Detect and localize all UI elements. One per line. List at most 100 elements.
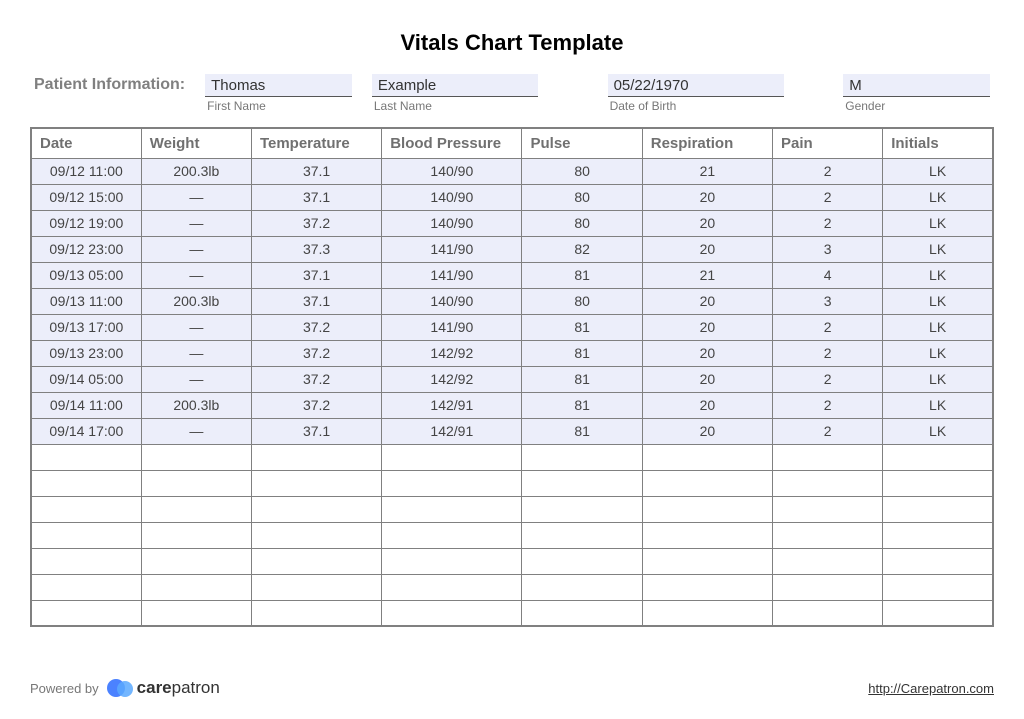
table-cell-empty[interactable]	[31, 548, 141, 574]
table-cell[interactable]: 37.1	[251, 262, 381, 288]
last-name-value[interactable]: Example	[372, 74, 538, 97]
table-cell-empty[interactable]	[141, 496, 251, 522]
table-cell[interactable]: 81	[522, 418, 642, 444]
table-cell[interactable]: 37.1	[251, 184, 381, 210]
table-cell-empty[interactable]	[141, 444, 251, 470]
table-cell-empty[interactable]	[251, 496, 381, 522]
table-cell[interactable]: 81	[522, 340, 642, 366]
table-cell[interactable]: 142/92	[382, 366, 522, 392]
table-cell-empty[interactable]	[773, 522, 883, 548]
table-cell[interactable]: 81	[522, 366, 642, 392]
table-cell[interactable]: 37.1	[251, 158, 381, 184]
table-cell[interactable]: 140/90	[382, 288, 522, 314]
table-cell[interactable]: 142/92	[382, 340, 522, 366]
table-cell[interactable]: —	[141, 340, 251, 366]
table-cell-empty[interactable]	[141, 470, 251, 496]
table-cell[interactable]: 20	[642, 210, 772, 236]
table-cell[interactable]: 200.3lb	[141, 392, 251, 418]
table-cell-empty[interactable]	[642, 600, 772, 626]
table-cell[interactable]: 2	[773, 158, 883, 184]
table-cell[interactable]: 20	[642, 418, 772, 444]
table-cell[interactable]: 09/12 19:00	[31, 210, 141, 236]
table-cell-empty[interactable]	[522, 496, 642, 522]
table-cell-empty[interactable]	[883, 600, 993, 626]
table-cell-empty[interactable]	[883, 444, 993, 470]
table-cell[interactable]: 140/90	[382, 210, 522, 236]
table-cell[interactable]: 2	[773, 366, 883, 392]
table-cell[interactable]: LK	[883, 288, 993, 314]
gender-value[interactable]: M	[843, 74, 990, 97]
table-cell-empty[interactable]	[773, 470, 883, 496]
table-cell[interactable]: 20	[642, 340, 772, 366]
table-cell[interactable]: 142/91	[382, 418, 522, 444]
table-cell-empty[interactable]	[642, 496, 772, 522]
table-cell-empty[interactable]	[642, 574, 772, 600]
first-name-value[interactable]: Thomas	[205, 74, 352, 97]
table-cell-empty[interactable]	[31, 470, 141, 496]
table-cell[interactable]: 37.1	[251, 288, 381, 314]
table-cell[interactable]: 80	[522, 210, 642, 236]
table-cell[interactable]: —	[141, 418, 251, 444]
table-cell[interactable]: LK	[883, 184, 993, 210]
table-cell[interactable]: 20	[642, 288, 772, 314]
table-cell-empty[interactable]	[251, 548, 381, 574]
table-cell-empty[interactable]	[382, 548, 522, 574]
table-cell-empty[interactable]	[883, 548, 993, 574]
table-cell-empty[interactable]	[141, 574, 251, 600]
table-cell[interactable]: 140/90	[382, 158, 522, 184]
table-cell[interactable]: 3	[773, 288, 883, 314]
table-cell-empty[interactable]	[31, 496, 141, 522]
table-cell[interactable]: LK	[883, 210, 993, 236]
table-cell[interactable]: —	[141, 262, 251, 288]
table-cell[interactable]: 80	[522, 158, 642, 184]
table-cell[interactable]: 09/12 15:00	[31, 184, 141, 210]
table-cell[interactable]: 20	[642, 314, 772, 340]
table-cell[interactable]: —	[141, 184, 251, 210]
table-cell[interactable]: 200.3lb	[141, 158, 251, 184]
table-cell-empty[interactable]	[773, 600, 883, 626]
table-cell-empty[interactable]	[31, 574, 141, 600]
table-cell[interactable]: 09/13 17:00	[31, 314, 141, 340]
table-cell-empty[interactable]	[883, 470, 993, 496]
table-cell[interactable]: 37.2	[251, 392, 381, 418]
table-cell-empty[interactable]	[251, 574, 381, 600]
table-cell[interactable]: 37.2	[251, 366, 381, 392]
table-cell-empty[interactable]	[251, 522, 381, 548]
table-cell[interactable]: 2	[773, 340, 883, 366]
table-cell[interactable]: 142/91	[382, 392, 522, 418]
table-cell-empty[interactable]	[773, 496, 883, 522]
table-cell[interactable]: —	[141, 236, 251, 262]
table-cell[interactable]: 141/90	[382, 236, 522, 262]
table-cell-empty[interactable]	[773, 444, 883, 470]
table-cell[interactable]: 141/90	[382, 262, 522, 288]
table-cell[interactable]: 09/13 05:00	[31, 262, 141, 288]
table-cell-empty[interactable]	[141, 548, 251, 574]
table-cell-empty[interactable]	[31, 444, 141, 470]
table-cell[interactable]: LK	[883, 340, 993, 366]
table-cell[interactable]: 141/90	[382, 314, 522, 340]
table-cell[interactable]: 80	[522, 288, 642, 314]
table-cell[interactable]: LK	[883, 392, 993, 418]
footer-link[interactable]: http://Carepatron.com	[868, 681, 994, 696]
table-cell-empty[interactable]	[382, 496, 522, 522]
table-cell-empty[interactable]	[31, 522, 141, 548]
table-cell-empty[interactable]	[141, 600, 251, 626]
table-cell[interactable]: 09/13 11:00	[31, 288, 141, 314]
table-cell-empty[interactable]	[642, 470, 772, 496]
dob-value[interactable]: 05/22/1970	[608, 74, 784, 97]
table-cell[interactable]: 21	[642, 262, 772, 288]
table-cell[interactable]: 140/90	[382, 184, 522, 210]
table-cell-empty[interactable]	[522, 522, 642, 548]
table-cell-empty[interactable]	[773, 548, 883, 574]
table-cell-empty[interactable]	[382, 470, 522, 496]
table-cell[interactable]: 2	[773, 184, 883, 210]
table-cell-empty[interactable]	[251, 600, 381, 626]
table-cell-empty[interactable]	[883, 522, 993, 548]
table-cell[interactable]: LK	[883, 366, 993, 392]
table-cell[interactable]: 3	[773, 236, 883, 262]
table-cell[interactable]: 37.2	[251, 314, 381, 340]
table-cell[interactable]: 4	[773, 262, 883, 288]
table-cell[interactable]: 81	[522, 392, 642, 418]
table-cell[interactable]: LK	[883, 158, 993, 184]
table-cell-empty[interactable]	[522, 444, 642, 470]
